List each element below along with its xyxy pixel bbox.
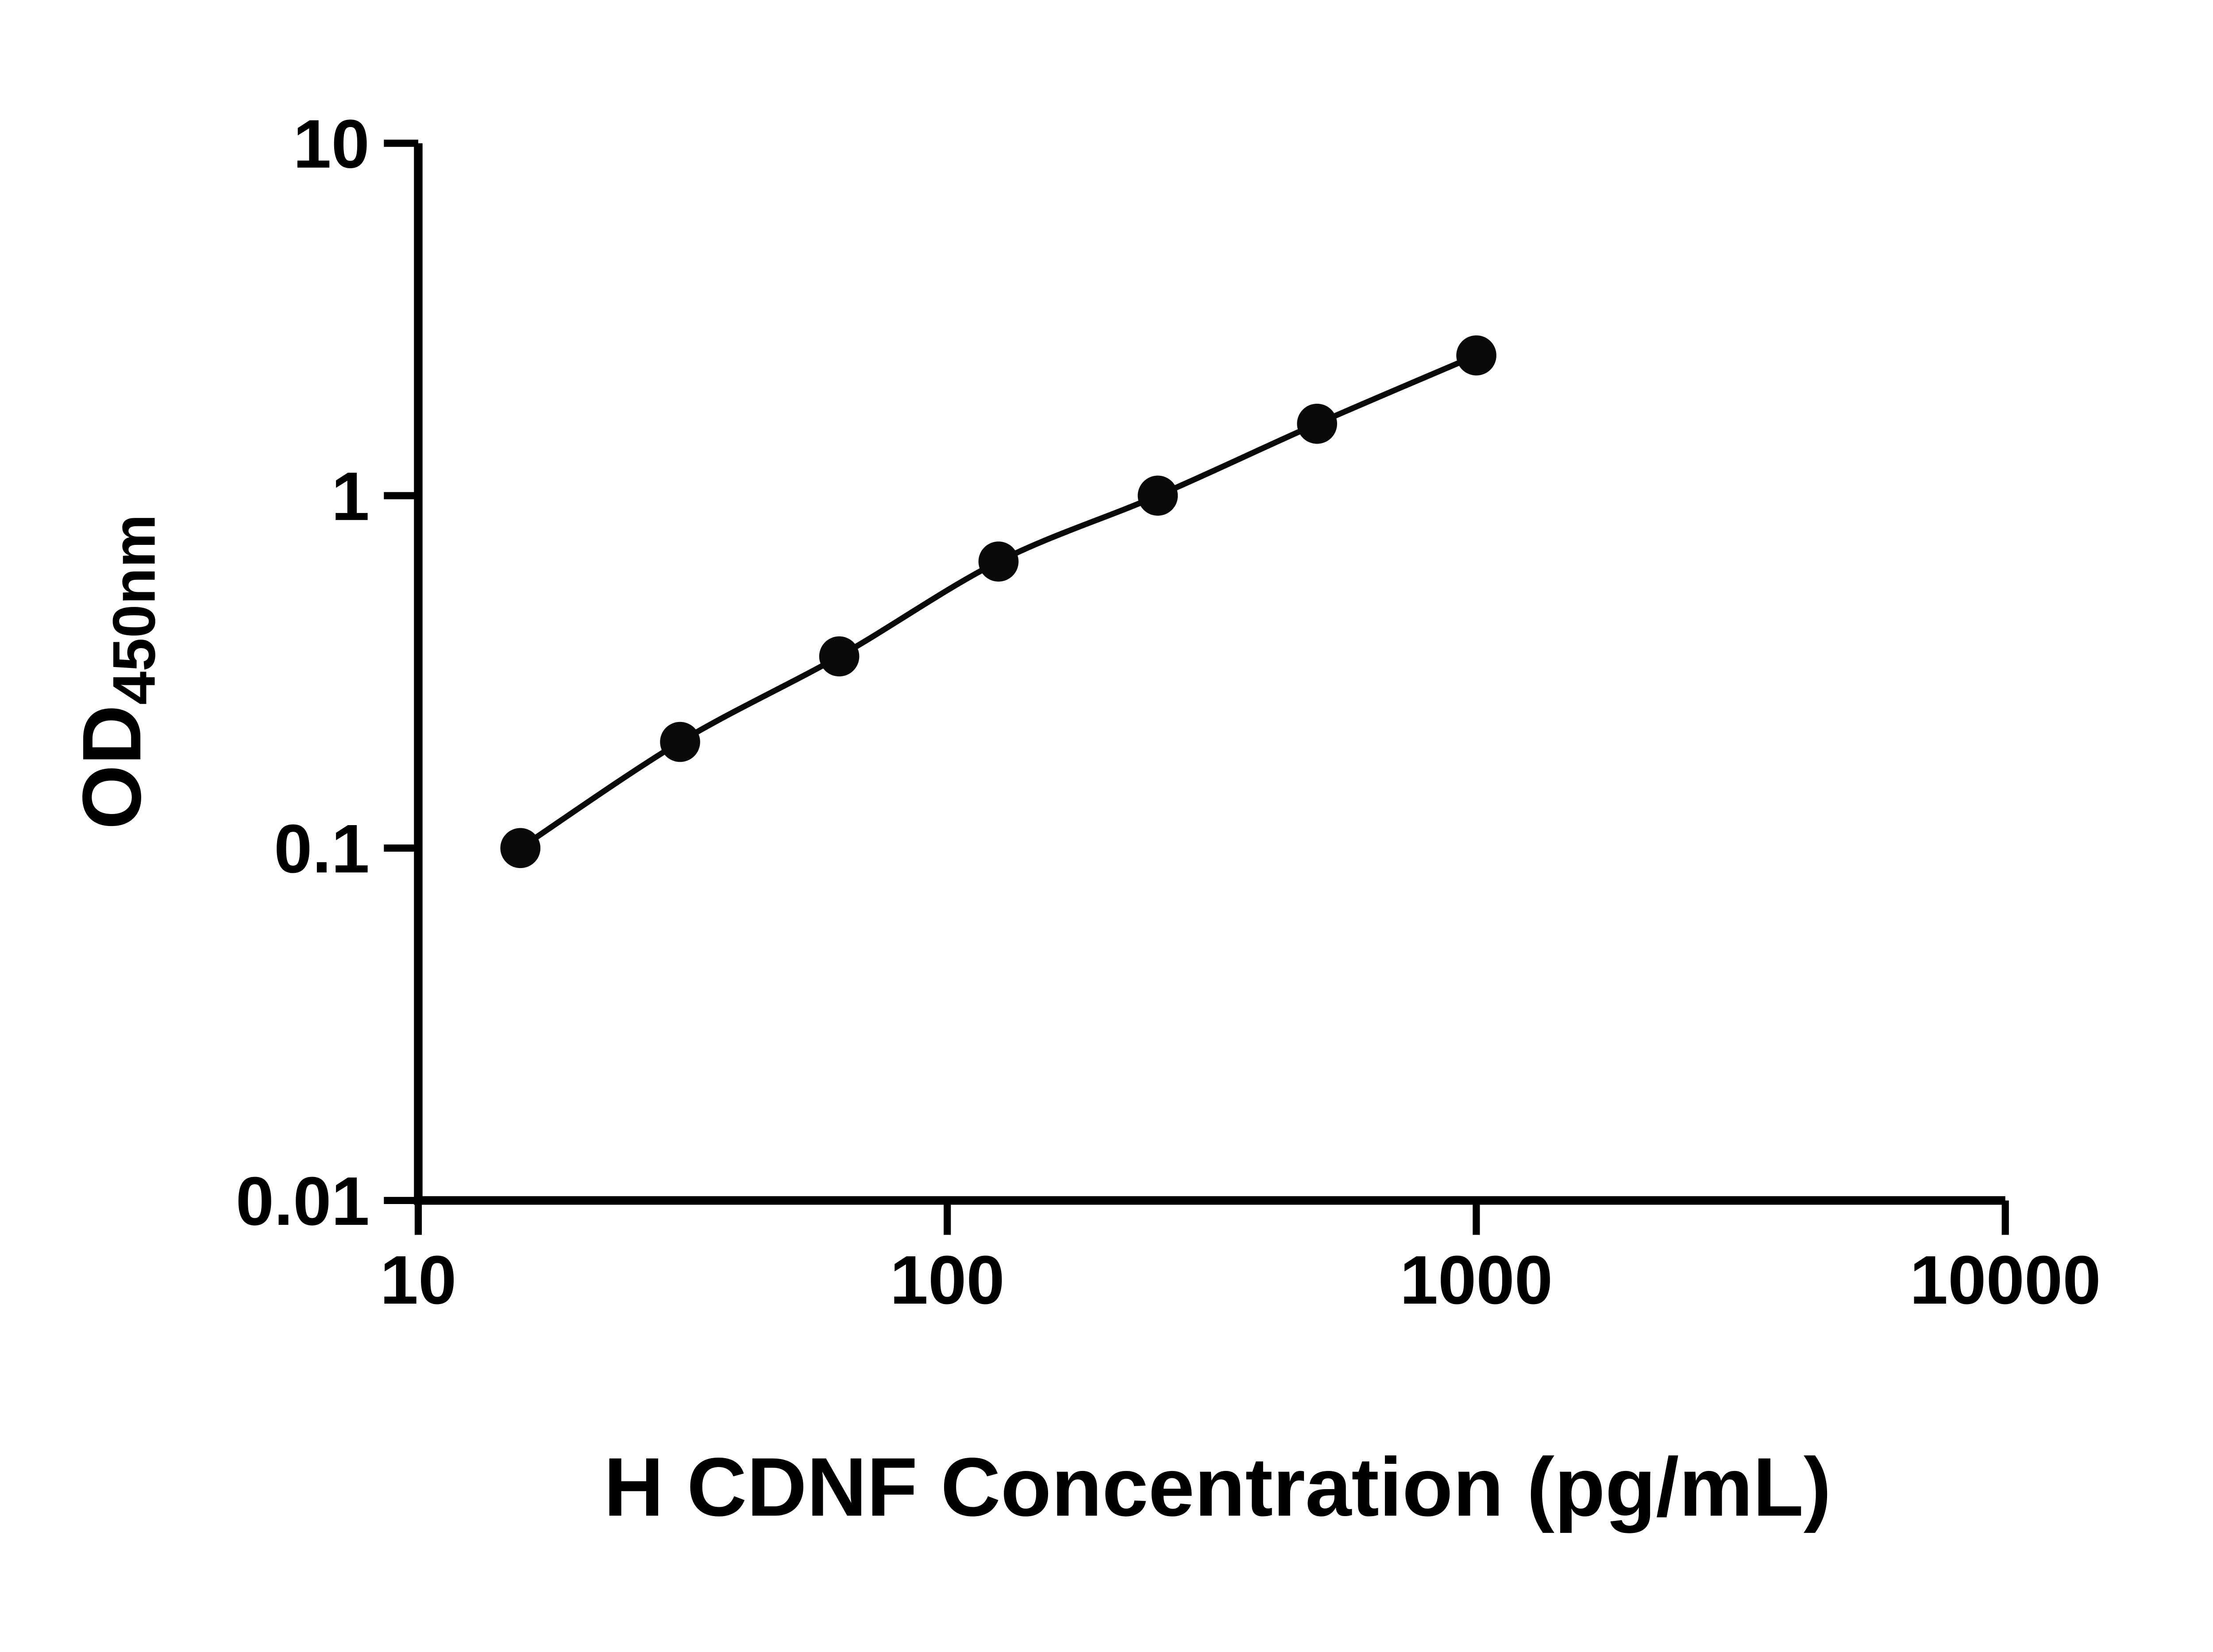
x-tick-label: 10000 <box>1910 1241 2101 1318</box>
y-axis-title-main: OD <box>65 705 158 830</box>
data-point <box>978 541 1019 582</box>
y-axis-title: OD450nm <box>65 514 167 830</box>
data-point <box>1137 475 1178 516</box>
axes <box>414 143 2005 1205</box>
y-tick-label: 0.1 <box>274 810 370 887</box>
x-tick-label: 10 <box>380 1241 457 1318</box>
data-point <box>660 722 700 762</box>
y-tick-label: 0.01 <box>236 1162 370 1239</box>
y-tick-label: 10 <box>293 105 370 182</box>
x-axis-title: H CDNF Concentration (pg/mL) <box>604 1440 1831 1533</box>
tick-labels: 10 100 1000 10000 0.01 0.1 1 10 <box>236 105 2101 1318</box>
data-point <box>1297 403 1338 444</box>
y-tick-label: 1 <box>332 458 370 535</box>
y-axis-title-sub: 450nm <box>100 514 168 705</box>
x-tick-label: 1000 <box>1400 1241 1553 1318</box>
data-point <box>1456 335 1496 376</box>
data-series <box>500 335 1496 868</box>
x-tick-label: 100 <box>890 1241 1005 1318</box>
data-point <box>819 636 860 677</box>
chart-svg: 10 100 1000 10000 0.01 0.1 1 10 OD450nm H CDNF … <box>65 105 2101 1533</box>
tick-marks <box>384 139 2009 1235</box>
standard-curve-chart: 10 100 1000 10000 0.01 0.1 1 10 OD450nm H CDNF … <box>65 105 2101 1533</box>
data-point <box>500 828 541 868</box>
